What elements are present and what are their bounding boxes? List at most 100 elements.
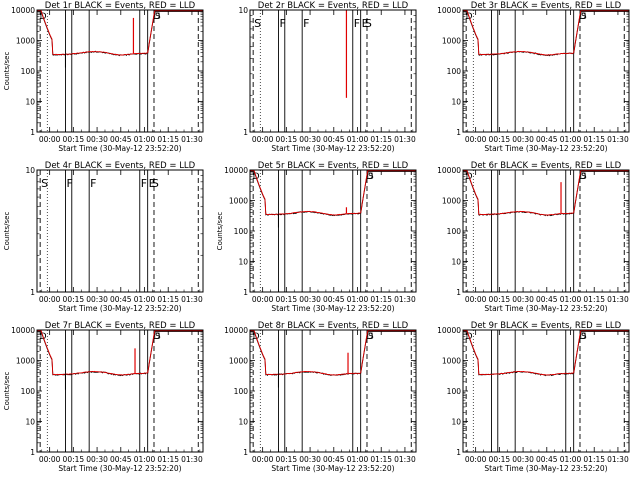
x-axis-label: Start Time (30-May-12 23:52:20): [271, 464, 394, 473]
plot-frame: [249, 329, 417, 453]
interval-marker-label: E: [149, 177, 156, 190]
panel-title: Det 5r BLACK = Events, RED = LLD: [258, 161, 409, 171]
y-tick-label: 1: [243, 128, 248, 137]
x-tick-label: 01:00: [134, 455, 156, 464]
x-tick-label: 01:30: [181, 295, 203, 304]
panel-title: Det 2r BLACK = Events, RED = LLD: [258, 1, 409, 11]
x-tick-label: 01:30: [607, 455, 629, 464]
x-tick-label: 01:30: [394, 295, 416, 304]
panel-det6: Det 6r BLACK = Events, RED = LLD 1 10 100 10…: [437, 161, 630, 313]
x-tick-label: 01:30: [394, 135, 416, 144]
interval-marker-label: D: [366, 172, 373, 182]
panel-det7: Det 7r BLACK = Events, RED = LLD Counts/s…: [3, 321, 204, 473]
x-tick-label: 01:15: [157, 295, 179, 304]
x-tick-label: 00:00: [465, 455, 487, 464]
interval-marker-label: S: [155, 332, 161, 342]
plot-frame: [36, 169, 204, 293]
x-tick-label: 01:30: [181, 135, 203, 144]
y-tick-label: 10: [25, 166, 35, 175]
x-axis-label: Start Time (30-May-12 23:52:20): [484, 144, 607, 153]
x-axis-label: Start Time (30-May-12 23:52:20): [58, 464, 181, 473]
x-tick-label: 01:00: [560, 295, 582, 304]
y-tick-label: 1: [456, 128, 461, 137]
interval-marker-label: S: [581, 332, 587, 342]
y-tick-label: 10000: [437, 6, 461, 15]
y-tick-label: 1000: [16, 37, 35, 46]
events-series: [463, 170, 629, 217]
x-tick-label: 01:30: [181, 455, 203, 464]
x-tick-label: 00:15: [489, 295, 511, 304]
y-tick-label: 100: [234, 387, 249, 396]
plot-frame: [249, 9, 417, 133]
y-tick-label: 10: [238, 258, 248, 267]
panel-det9: Det 9r BLACK = Events, RED = LLD 1 10 100 10…: [437, 321, 630, 473]
x-tick-label: 00:15: [489, 135, 511, 144]
y-tick-label: 10000: [437, 326, 461, 335]
x-tick-label: 00:30: [512, 135, 534, 144]
x-tick-label: 00:15: [63, 295, 85, 304]
y-tick-label: 10000: [437, 166, 461, 175]
x-tick-label: 00:00: [252, 455, 274, 464]
interval-marker-label: F: [66, 177, 72, 190]
x-axis-label: Start Time (30-May-12 23:52:20): [484, 304, 607, 313]
y-tick-label: 1: [456, 288, 461, 297]
plot-frame: [36, 9, 204, 133]
x-tick-label: 00:30: [512, 295, 534, 304]
x-tick-label: 01:00: [134, 295, 156, 304]
x-tick-label: 01:15: [583, 455, 605, 464]
x-tick-label: 00:45: [110, 455, 132, 464]
y-tick-label: 100: [447, 67, 462, 76]
panel-det1: Det 1r BLACK = Events, RED = LLD Counts/s…: [3, 1, 204, 153]
events-series: [37, 330, 203, 377]
x-tick-label: 00:00: [39, 455, 61, 464]
panel-det8: Det 8r BLACK = Events, RED = LLD 1 10 100 10…: [224, 321, 417, 473]
events-series: [463, 10, 629, 57]
y-tick-label: 1: [456, 448, 461, 457]
y-tick-label: 1000: [229, 197, 248, 206]
x-tick-label: 00:00: [252, 135, 274, 144]
y-tick-label: 1: [30, 448, 35, 457]
x-tick-label: 00:00: [465, 295, 487, 304]
panel-title: Det 3r BLACK = Events, RED = LLD: [471, 1, 622, 11]
interval-marker-label: D: [366, 332, 373, 342]
panel-title: Det 8r BLACK = Events, RED = LLD: [258, 321, 409, 331]
x-tick-label: 00:00: [39, 135, 61, 144]
y-tick-label: 100: [447, 227, 462, 236]
panel-det4: Det 4r BLACK = Events, RED = LLD Counts/s…: [3, 161, 204, 313]
y-axis-label: Counts/sec: [216, 212, 224, 251]
lld-series: [37, 329, 203, 376]
x-tick-label: 01:15: [157, 455, 179, 464]
x-tick-label: 00:30: [299, 455, 321, 464]
y-tick-label: 10: [451, 98, 461, 107]
x-tick-label: 00:15: [63, 455, 85, 464]
lld-series: [463, 9, 629, 56]
panel-title: Det 7r BLACK = Events, RED = LLD: [45, 321, 196, 331]
interval-marker-label: F: [141, 177, 147, 190]
x-tick-label: 01:15: [583, 295, 605, 304]
interval-marker-label: D: [153, 12, 160, 22]
x-tick-label: 00:45: [323, 135, 345, 144]
y-axis-label: Counts/sec: [3, 212, 11, 251]
x-tick-label: 01:15: [583, 135, 605, 144]
y-tick-label: 10000: [224, 326, 248, 335]
lld-series: [463, 169, 629, 216]
x-tick-label: 01:30: [607, 135, 629, 144]
panel-title: Det 4r BLACK = Events, RED = LLD: [45, 161, 196, 171]
x-tick-label: 01:15: [157, 135, 179, 144]
y-tick-label: 10000: [224, 166, 248, 175]
lld-series: [250, 169, 416, 216]
x-tick-label: 00:15: [276, 455, 298, 464]
x-tick-label: 00:15: [489, 455, 511, 464]
x-tick-label: 00:45: [110, 135, 132, 144]
interval-marker-label: E: [362, 17, 369, 30]
x-tick-label: 00:45: [110, 295, 132, 304]
y-tick-label: 100: [234, 227, 249, 236]
events-series: [250, 170, 416, 217]
x-tick-label: 01:00: [560, 455, 582, 464]
interval-marker-label: D: [153, 332, 160, 342]
events-series: [250, 330, 416, 377]
x-tick-label: 01:30: [607, 295, 629, 304]
interval-marker-label: F: [279, 17, 285, 30]
x-tick-label: 00:30: [512, 455, 534, 464]
